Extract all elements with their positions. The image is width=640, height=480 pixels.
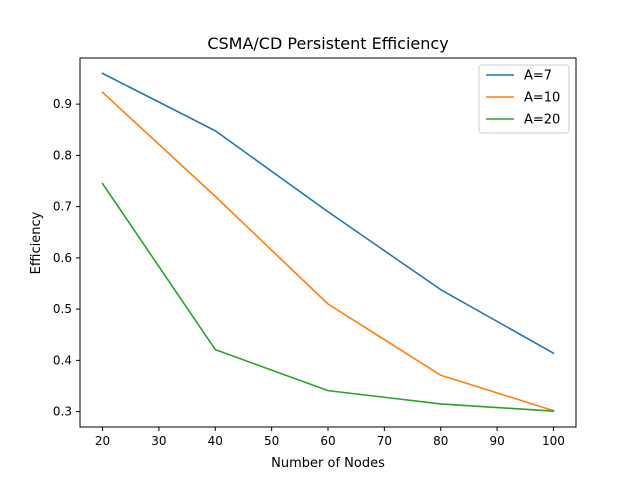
legend: A=7 A=10 A=20 bbox=[478, 64, 570, 134]
legend-items: A=7 A=10 A=20 bbox=[486, 69, 560, 128]
x-tick-label-0: 20 bbox=[95, 434, 110, 448]
y-tick-label-4: 0.7 bbox=[53, 200, 72, 214]
x-tick-label-6: 80 bbox=[433, 434, 448, 448]
y-tick-label-6: 0.9 bbox=[53, 97, 72, 111]
legend-label-2: A=20 bbox=[524, 113, 560, 128]
x-axis: 20 30 40 50 60 70 80 90 100 bbox=[95, 427, 565, 448]
legend-label-0: A=7 bbox=[524, 69, 552, 84]
x-axis-label: Number of Nodes bbox=[271, 456, 385, 471]
plot-area bbox=[79, 57, 577, 428]
series-line-1 bbox=[101, 91, 555, 412]
x-tick-label-7: 90 bbox=[489, 434, 504, 448]
series-lines bbox=[101, 72, 555, 412]
x-tick-label-4: 60 bbox=[320, 434, 335, 448]
x-tick-label-2: 40 bbox=[208, 434, 223, 448]
x-tick-label-1: 30 bbox=[151, 434, 166, 448]
x-tick-label-3: 50 bbox=[264, 434, 279, 448]
y-axis-label: Efficiency bbox=[29, 211, 44, 274]
x-tick-label-5: 70 bbox=[377, 434, 392, 448]
legend-label-1: A=10 bbox=[524, 91, 560, 106]
series-line-0 bbox=[101, 72, 555, 355]
legend-box bbox=[478, 64, 570, 134]
y-tick-label-0: 0.3 bbox=[53, 405, 72, 419]
series-line-2 bbox=[101, 182, 555, 412]
x-tick-label-8: 100 bbox=[542, 434, 565, 448]
y-tick-label-5: 0.8 bbox=[53, 148, 72, 162]
y-tick-label-2: 0.5 bbox=[53, 302, 72, 316]
chart-title: CSMA/CD Persistent Efficiency bbox=[207, 34, 448, 53]
y-tick-label-3: 0.6 bbox=[53, 251, 72, 265]
y-tick-label-1: 0.4 bbox=[53, 353, 72, 367]
y-axis: 0.3 0.4 0.5 0.6 0.7 0.8 0.9 bbox=[53, 97, 80, 419]
